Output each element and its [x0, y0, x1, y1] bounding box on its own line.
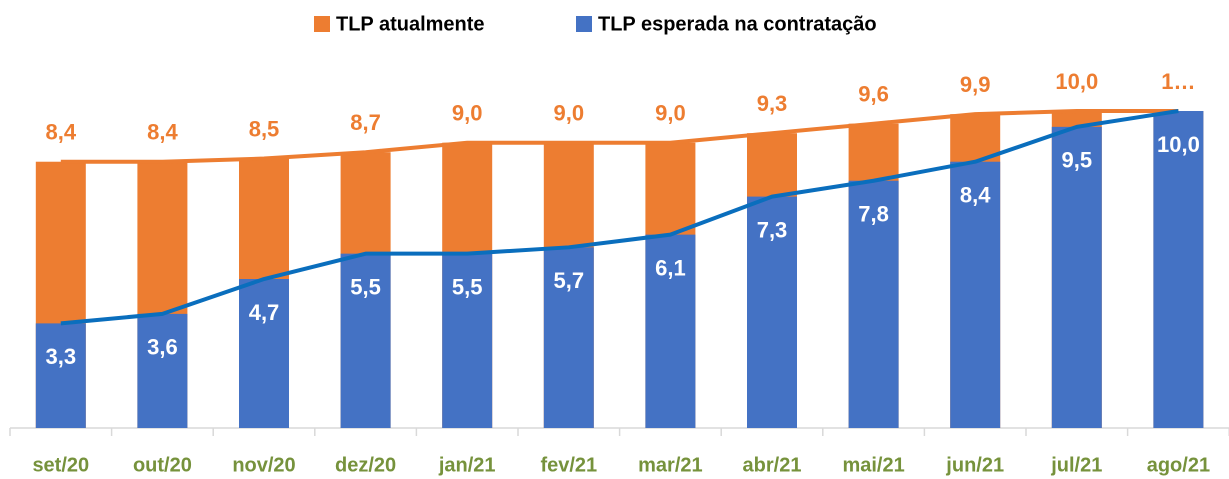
- data-label: 9,5: [1062, 148, 1093, 173]
- data-label: 8,4: [960, 183, 991, 208]
- data-label: 9,0: [452, 101, 483, 126]
- data-label: 3,3: [46, 344, 77, 369]
- data-label: 9,9: [960, 72, 991, 97]
- legend-swatch: [314, 16, 330, 32]
- data-label: 9,0: [554, 101, 585, 126]
- data-label: 8,4: [147, 120, 178, 145]
- data-label: 7,8: [858, 202, 889, 227]
- data-label: 9,0: [655, 101, 686, 126]
- x-tick-label: mai/21: [842, 454, 904, 476]
- line: [60, 109, 1179, 326]
- x-tick-label: dez/20: [335, 454, 396, 476]
- line: [60, 109, 1179, 164]
- bar: [35, 323, 86, 428]
- data-label: 10,0: [1055, 69, 1098, 94]
- data-label: 8,4: [46, 120, 77, 145]
- bar: [239, 279, 289, 428]
- x-tick-label: jan/21: [438, 454, 496, 476]
- bar: [1153, 111, 1204, 428]
- x-tick-label: fev/21: [540, 454, 597, 476]
- x-tick-label: jun/21: [945, 454, 1004, 476]
- bar: [1051, 126, 1102, 428]
- legend-label: TLP esperada na contratação: [598, 13, 877, 35]
- bar: [543, 247, 594, 428]
- data-label: 1…: [1161, 69, 1195, 94]
- x-tick-label: abr/21: [743, 454, 802, 476]
- x-tick-label: set/20: [32, 454, 89, 476]
- bar: [645, 234, 696, 428]
- bar: [848, 180, 899, 428]
- x-tick-label: nov/20: [232, 454, 295, 476]
- data-label: 6,1: [655, 255, 686, 280]
- data-label: 9,3: [757, 91, 788, 116]
- data-label: 3,6: [147, 335, 178, 360]
- bar: [950, 161, 1001, 428]
- x-tick-label: out/20: [133, 454, 192, 476]
- bar: [340, 253, 391, 428]
- data-label: 7,3: [757, 217, 788, 242]
- data-label: 4,7: [249, 300, 280, 325]
- data-label: 5,5: [350, 274, 381, 299]
- data-label: 9,6: [858, 81, 889, 106]
- data-label: 10,0: [1157, 132, 1200, 157]
- data-label: 5,5: [452, 274, 483, 299]
- data-label: 5,7: [554, 268, 585, 293]
- x-tick-label: mar/21: [638, 454, 703, 476]
- bar: [137, 313, 188, 428]
- bar: [747, 196, 797, 428]
- x-tick-label: jul/21: [1050, 454, 1102, 476]
- data-label: 8,5: [249, 116, 280, 141]
- legend-label: TLP atualmente: [336, 13, 485, 35]
- bar: [442, 253, 493, 428]
- data-label: 8,7: [350, 110, 381, 135]
- legend-swatch: [576, 16, 592, 32]
- x-tick-label: ago/21: [1147, 454, 1210, 476]
